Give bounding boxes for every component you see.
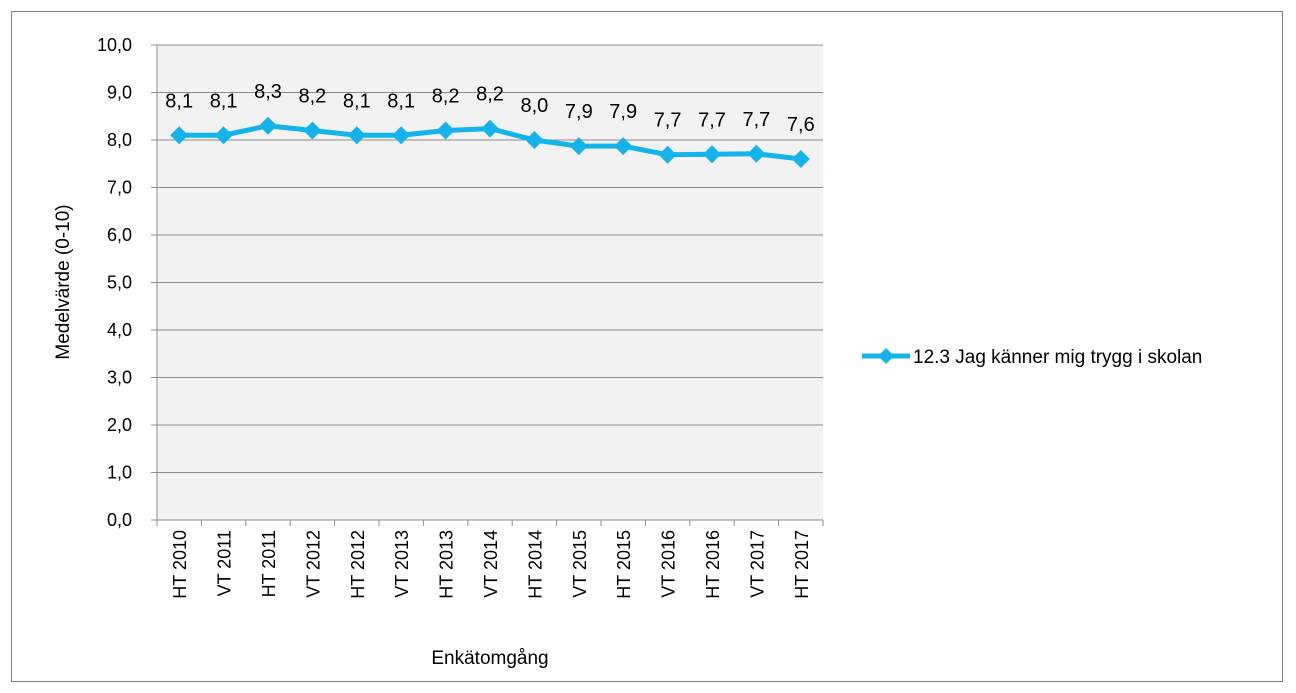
data-label: 8,1 [165,90,193,112]
data-point [569,137,588,156]
data-label: 8,0 [520,95,548,117]
y-tick-label: 7,0 [107,178,132,198]
x-tick-label: HT 2017 [792,530,812,599]
y-tick-label: 9,0 [107,83,132,103]
data-point [436,121,455,140]
x-tick-label: HT 2015 [614,530,634,599]
data-point [214,126,233,145]
data-label: 7,7 [742,109,770,131]
data-label: 8,2 [432,86,460,108]
y-tick-label: 6,0 [107,225,132,245]
x-tick-label: VT 2015 [570,530,590,598]
x-axis-title: Enkätomgång [431,648,548,669]
y-tick-label: 10,0 [97,35,132,55]
x-tick-label: VT 2012 [303,530,323,598]
x-tick-label: VT 2013 [392,530,412,598]
y-axis-title: Medelvärde (0-10) [53,204,74,359]
data-label: 8,3 [254,81,282,103]
y-tick-label: 3,0 [107,368,132,388]
data-point [392,126,411,145]
x-tick-label: HT 2014 [525,530,545,599]
x-tick-label: HT 2010 [170,530,190,599]
data-label: 7,9 [609,101,637,123]
data-point [525,131,544,149]
data-point [791,150,810,168]
data-point [259,116,277,135]
data-label: 8,2 [476,84,504,106]
legend-entry-label: 12.3 Jag känner mig trygg i skolan [913,347,1202,368]
data-point [747,144,766,163]
series-group [170,116,810,168]
x-tick-label: HT 2016 [703,530,723,599]
x-tick-label: VT 2011 [215,530,235,596]
x-tick-label: VT 2017 [747,530,767,598]
x-tick-label: HT 2013 [437,530,457,599]
y-tick-label: 4,0 [107,320,132,340]
legend: 12.3 Jag känner mig trygg i skolan [862,347,1202,368]
x-axis-tick-labels: HT 2010 VT 2011 HT 2011 VT 2012 HT 2012 VT 20… [170,530,812,599]
data-labels: 8,1 8,1 8,3 8,2 8,1 8,1 8,2 8,2 8,0 7,9 7,9 7,7 7,7 7… [165,81,814,136]
y-tick-label: 2,0 [107,415,132,435]
data-label: 7,7 [698,109,726,131]
data-point [303,121,322,140]
data-label: 8,1 [387,90,415,112]
x-tick-label: HT 2012 [348,530,368,599]
data-point [658,145,677,164]
y-tick-label: 8,0 [107,130,132,150]
data-label: 7,9 [565,101,593,123]
data-point [614,137,633,156]
legend-diamond-marker [878,348,894,364]
y-tick-label: 0,0 [107,510,132,530]
data-point [170,126,189,145]
data-label: 7,7 [654,110,682,132]
axes [151,44,824,526]
gridlines [157,44,823,473]
data-point [347,126,366,145]
x-tick-label: HT 2011 [259,530,279,597]
data-label: 7,6 [787,114,815,136]
y-tick-label: 5,0 [107,273,132,293]
data-label: 8,2 [298,86,326,108]
data-label: 8,1 [343,90,371,112]
y-tick-label: 1,0 [107,463,132,483]
data-point [481,119,499,138]
data-label: 8,1 [210,90,238,112]
data-point [703,145,721,164]
y-axis-tick-labels: 0,0 1,0 2,0 3,0 4,0 5,0 6,0 7,0 8,0 9,0 10,0 [97,35,132,530]
x-tick-label: VT 2016 [659,530,679,598]
x-tick-label: VT 2014 [481,530,501,598]
